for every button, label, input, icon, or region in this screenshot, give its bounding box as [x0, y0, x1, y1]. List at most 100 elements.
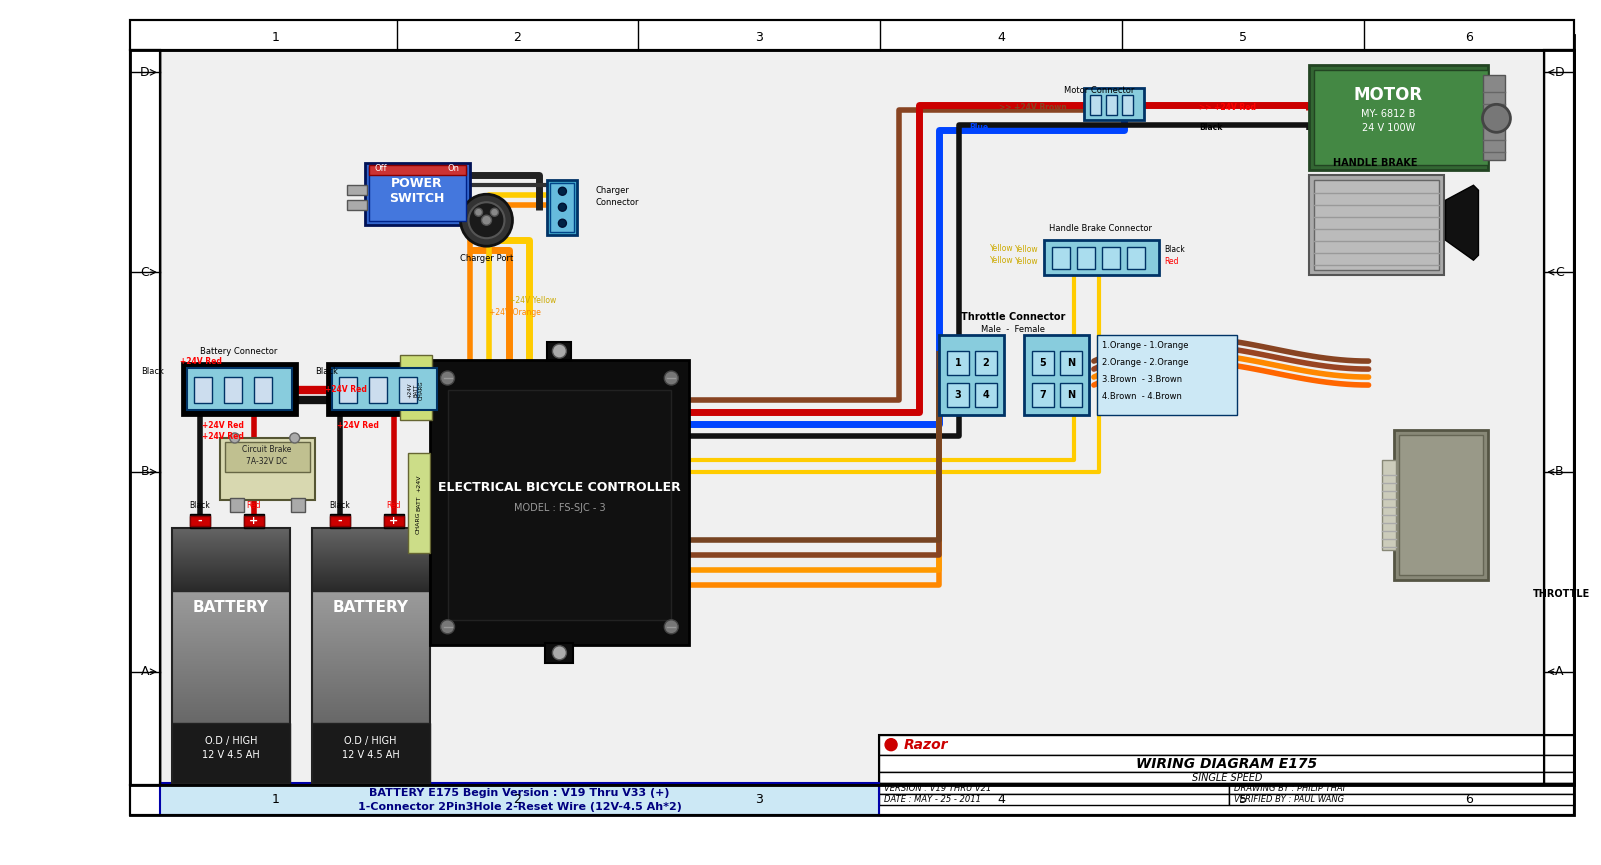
Bar [879, 754, 1574, 772]
Bar [1101, 247, 1119, 269]
Bar [429, 360, 690, 644]
Circle shape [559, 203, 567, 211]
Bar [130, 21, 1574, 50]
Text: Male  -  Female: Male - Female [981, 324, 1045, 334]
Text: 3: 3 [954, 390, 961, 400]
Bar [243, 514, 264, 528]
Text: 4: 4 [997, 793, 1005, 806]
Bar [548, 342, 572, 360]
Text: 6: 6 [1465, 31, 1473, 44]
Text: THROTTLE: THROTTLE [1532, 589, 1590, 599]
Text: Red: Red [1164, 257, 1178, 266]
Bar [1052, 247, 1069, 269]
Text: Charger Port: Charger Port [459, 253, 514, 263]
Circle shape [482, 215, 492, 225]
Bar [130, 785, 1574, 815]
Text: DRAWING BY : PHILIP THAI: DRAWING BY : PHILIP THAI [1234, 785, 1345, 793]
Text: C: C [141, 266, 149, 279]
Bar [408, 453, 429, 553]
Text: O.D / HIGH: O.D / HIGH [205, 735, 258, 746]
Text: 4: 4 [997, 31, 1005, 44]
Bar [400, 355, 432, 420]
Text: +24V: +24V [416, 474, 421, 491]
Bar [365, 163, 469, 225]
Bar [384, 516, 403, 526]
Bar [183, 363, 296, 415]
Circle shape [290, 433, 299, 443]
Text: VERSION : V19 THRU V21: VERSION : V19 THRU V21 [884, 785, 991, 793]
Text: Black: Black [1199, 123, 1222, 131]
Text: 12 V 4.5 AH: 12 V 4.5 AH [341, 750, 400, 759]
Circle shape [885, 739, 897, 751]
Text: +: + [250, 516, 258, 526]
Bar [368, 165, 466, 176]
Bar [1399, 435, 1484, 575]
Text: >> +24V Red: >> +24V Red [1199, 103, 1255, 112]
Bar [187, 368, 291, 410]
Circle shape [552, 344, 567, 358]
Text: 1: 1 [272, 793, 280, 806]
Bar [1484, 75, 1505, 160]
Bar [243, 516, 264, 526]
Bar [130, 785, 1574, 815]
Text: 4.Brown  - 4.Brown: 4.Brown - 4.Brown [1101, 392, 1182, 400]
Text: MOTOR: MOTOR [1354, 86, 1423, 105]
Bar [1060, 383, 1082, 407]
Text: +24V Orange: +24V Orange [490, 308, 541, 317]
Bar [330, 516, 349, 526]
Bar [1308, 66, 1489, 170]
Text: HANDLE BRAKE: HANDLE BRAKE [1334, 158, 1418, 169]
Text: BATTERY: BATTERY [333, 600, 408, 615]
Text: 12 V 4.5 AH: 12 V 4.5 AH [202, 750, 259, 759]
Bar [171, 722, 290, 783]
Text: N: N [1066, 390, 1074, 400]
Text: SWITCH: SWITCH [389, 192, 443, 205]
Circle shape [664, 620, 679, 634]
Bar [879, 734, 1574, 754]
Text: MODEL : FS-SJC - 3: MODEL : FS-SJC - 3 [514, 503, 605, 513]
Circle shape [1483, 105, 1510, 132]
Bar [191, 514, 210, 528]
Bar [948, 383, 969, 407]
Text: Off: Off [375, 163, 387, 173]
Bar [231, 498, 243, 512]
Bar [551, 183, 575, 232]
Bar [194, 377, 211, 403]
Text: -: - [197, 516, 202, 526]
Text: +24V Red: +24V Red [336, 420, 378, 430]
Bar [368, 377, 386, 403]
Text: A: A [1555, 665, 1564, 678]
Circle shape [440, 620, 455, 634]
Bar [312, 722, 429, 783]
Text: BATT: BATT [416, 495, 421, 510]
Text: -: - [338, 516, 343, 526]
Circle shape [664, 371, 679, 385]
Bar [940, 335, 1004, 415]
Bar [1097, 335, 1236, 415]
Text: 1.Orange - 1.Orange: 1.Orange - 1.Orange [1101, 341, 1188, 349]
Bar [975, 351, 997, 375]
Text: DATE : MAY - 25 - 2011: DATE : MAY - 25 - 2011 [884, 795, 981, 804]
Text: VERIFIED BY : PAUL WANG: VERIFIED BY : PAUL WANG [1234, 795, 1343, 804]
Text: +24V Red: +24V Red [202, 432, 243, 441]
Bar [548, 180, 578, 235]
Bar [948, 351, 969, 375]
Text: 2: 2 [514, 31, 522, 44]
Text: Handle Brake Connector: Handle Brake Connector [1049, 224, 1153, 233]
Text: MY- 6812 B: MY- 6812 B [1361, 109, 1415, 119]
Bar [1033, 351, 1053, 375]
Text: Circuit Brake: Circuit Brake [242, 445, 291, 454]
Bar [130, 50, 160, 785]
Bar [312, 528, 429, 783]
Text: 1: 1 [272, 31, 280, 44]
Bar [347, 200, 367, 210]
Text: 3: 3 [756, 793, 764, 806]
Circle shape [440, 371, 455, 385]
Circle shape [461, 195, 512, 247]
Bar [1044, 240, 1159, 275]
Text: ELECTRICAL BICYCLE CONTROLLER: ELECTRICAL BICYCLE CONTROLLER [439, 482, 680, 495]
Bar [224, 377, 242, 403]
Text: +24V Red: +24V Red [179, 356, 221, 366]
Text: SINGLE SPEED: SINGLE SPEED [1191, 772, 1262, 783]
Text: Yellow: Yellow [991, 244, 1013, 253]
